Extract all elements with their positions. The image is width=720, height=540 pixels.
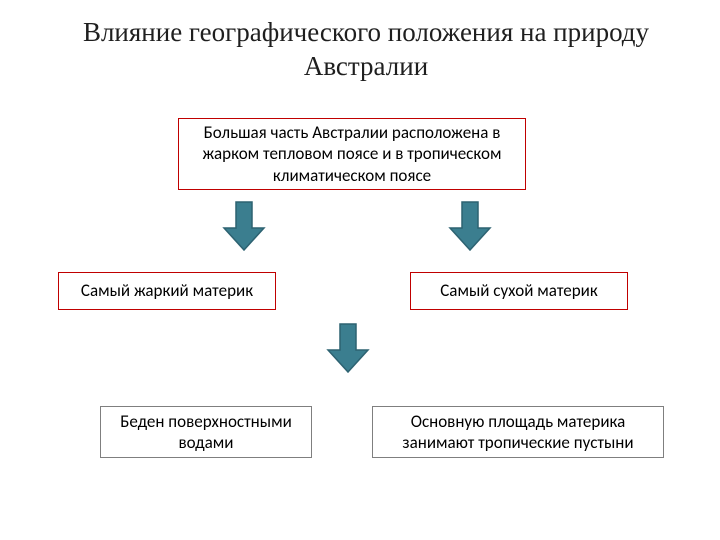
box-mid-left: Самый жаркий материк (58, 272, 276, 310)
arrow-top-left (222, 200, 266, 252)
page-title: Влияние географического положения на при… (76, 16, 656, 84)
box-top-text: Большая часть Австралии расположена в жа… (189, 122, 515, 186)
box-bottom-left-text: Беден поверхностными водами (111, 411, 301, 454)
box-bottom-right-text: Основную площадь материка занимают тропи… (383, 411, 653, 454)
box-mid-right-text: Самый сухой материк (440, 280, 598, 301)
box-mid-right: Самый сухой материк (410, 272, 628, 310)
arrow-down-icon (326, 322, 370, 374)
arrow-down-icon (222, 200, 266, 252)
box-mid-left-text: Самый жаркий материк (81, 280, 253, 301)
arrow-bottom-center (326, 322, 370, 374)
arrow-top-right (448, 200, 492, 252)
box-bottom-right: Основную площадь материка занимают тропи… (372, 406, 664, 458)
box-bottom-left: Беден поверхностными водами (100, 406, 312, 458)
arrow-down-icon (448, 200, 492, 252)
box-top: Большая часть Австралии расположена в жа… (178, 118, 526, 190)
